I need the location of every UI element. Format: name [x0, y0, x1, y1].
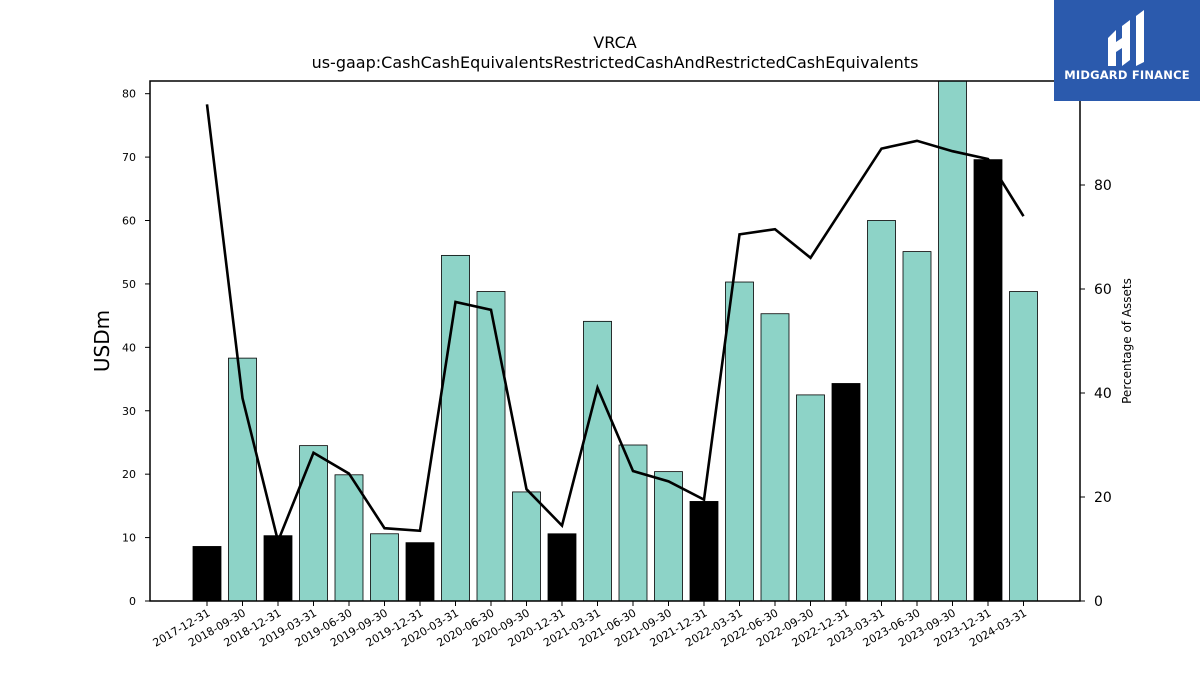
chart-subtitle: us-gaap:CashCashEquivalentsRestrictedCas…	[312, 53, 919, 72]
y-tick-label: 60	[122, 215, 136, 228]
bar	[760, 313, 790, 601]
bar	[334, 474, 364, 601]
midgard-logo-icon	[1108, 10, 1144, 66]
y2-tick-label: 80	[1094, 178, 1112, 194]
bar	[512, 491, 541, 601]
y2-axis-label: Percentage of Assets	[1120, 278, 1134, 404]
brand-logo: MIDGARD FINANCE	[1054, 0, 1200, 101]
bar	[796, 394, 825, 601]
bar	[689, 501, 719, 601]
bar	[370, 533, 399, 601]
bar	[441, 254, 470, 601]
bar	[263, 535, 293, 601]
bar	[1009, 291, 1038, 601]
bar	[299, 445, 328, 601]
y-tick-label: 80	[122, 88, 136, 101]
y2-tick-label: 20	[1094, 490, 1112, 506]
line-path	[205, 104, 1025, 546]
y-tick-label: 70	[122, 151, 136, 164]
bar	[192, 546, 222, 601]
bar	[867, 220, 896, 601]
y-axis-label: USDm	[90, 310, 114, 372]
brand-logo-text: MIDGARD FINANCE	[1064, 68, 1190, 82]
y2-tick-label: 60	[1094, 282, 1112, 298]
chart-title: VRCA	[593, 33, 636, 52]
bar-series	[192, 81, 1038, 601]
y-tick-label: 10	[122, 532, 136, 545]
line-series	[205, 104, 1025, 546]
y2-tick-label: 40	[1094, 386, 1112, 402]
y-tick-label: 50	[122, 278, 136, 291]
bar	[476, 291, 506, 601]
bar	[654, 471, 683, 601]
bar	[405, 542, 435, 601]
y-tick-label: 30	[122, 405, 136, 418]
y-tick-label: 40	[122, 341, 136, 354]
bar	[938, 81, 967, 601]
bar	[831, 383, 861, 601]
y2-tick-label: 0	[1094, 594, 1103, 610]
bar	[973, 159, 1003, 601]
bar	[902, 251, 932, 601]
plot-frame	[149, 80, 1081, 602]
bar	[547, 533, 577, 601]
bar	[725, 281, 754, 601]
bar	[583, 320, 612, 601]
y-tick-label: 20	[122, 468, 136, 481]
y-tick-label: 0	[129, 595, 136, 608]
